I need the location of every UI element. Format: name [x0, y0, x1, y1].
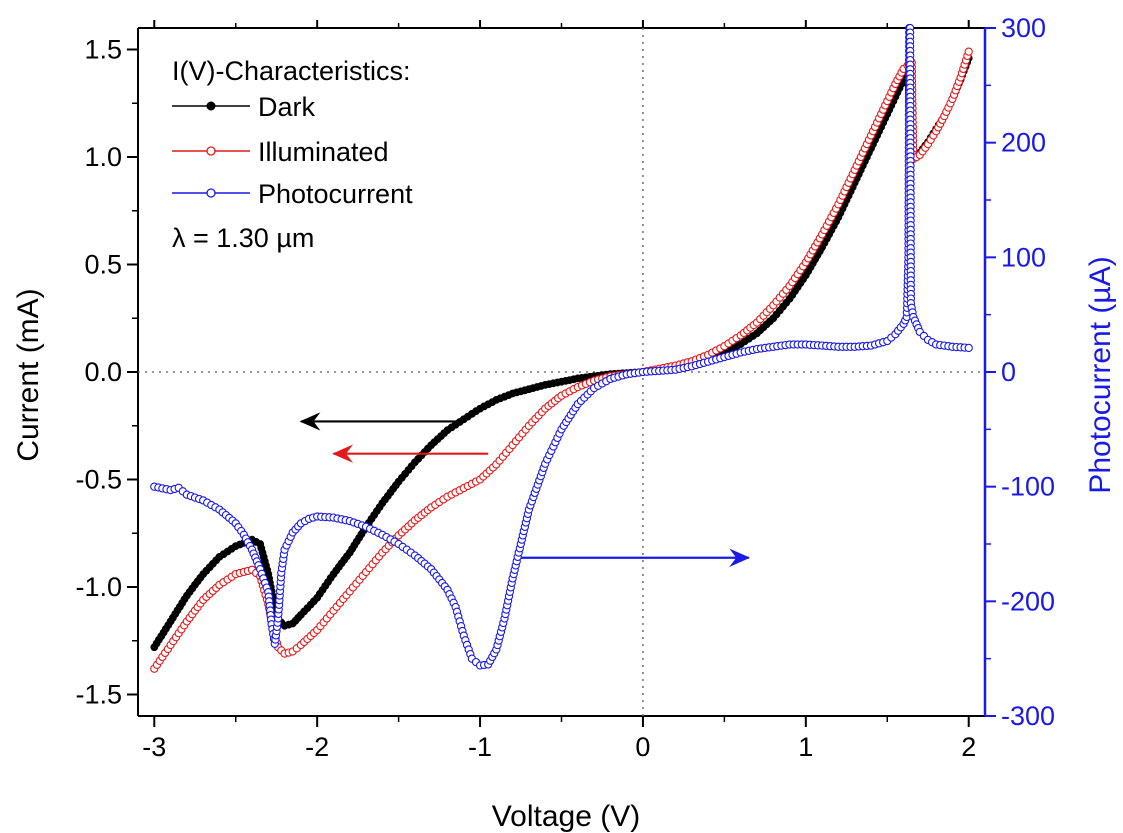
- y-axis-ticks: -1.5 -1.0 -0.5 0.0 0.5 1.0 1.5: [75, 35, 138, 710]
- y-tick-label: -0.5: [75, 465, 122, 495]
- x-tick-label: -2: [305, 732, 329, 762]
- x-tick-label: -1: [468, 732, 492, 762]
- y2-tick-label: -300: [1001, 701, 1055, 731]
- y-tick-label: 0.5: [84, 250, 122, 280]
- x-axis-title: Voltage (V): [492, 800, 640, 833]
- legend: I(V)-Characteristics: Dark Illuminated P…: [172, 56, 413, 253]
- y2-tick-label: -100: [1001, 472, 1055, 502]
- legend-entry-illuminated: Illuminated: [172, 137, 389, 167]
- legend-entry-dark: Dark: [172, 92, 316, 122]
- x-tick-label: 2: [961, 732, 976, 762]
- y-tick-label: 1.0: [84, 142, 122, 172]
- arrow-head-dark: [299, 412, 321, 431]
- y-tick-label: -1.5: [75, 680, 122, 710]
- reference-lines: [138, 28, 985, 716]
- y2-axis-title: Photocurrent (µA): [1084, 256, 1117, 493]
- series-layer: [150, 23, 973, 673]
- legend-entry-photocurrent: Photocurrent: [172, 179, 413, 209]
- y2-tick-label: -200: [1001, 586, 1055, 616]
- y-axis-title: Current (mA): [12, 288, 45, 461]
- y-tick-label: -1.0: [75, 572, 122, 602]
- data-point: [964, 343, 973, 353]
- y2-tick-label: 0: [1001, 357, 1016, 387]
- arrows-layer: [299, 412, 751, 567]
- legend-swatch-illuminated-marker: [206, 146, 216, 156]
- data-point: [964, 47, 973, 56]
- y-tick-label: 1.5: [84, 35, 122, 65]
- legend-label-dark: Dark: [258, 92, 316, 122]
- y2-tick-label: 200: [1001, 128, 1046, 158]
- x-tick-label: 0: [635, 732, 650, 762]
- arrow-head-photocurrent: [729, 548, 751, 567]
- arrow-head-illuminated: [332, 444, 354, 463]
- legend-label-illuminated: Illuminated: [258, 137, 389, 167]
- x-tick-label: -3: [142, 732, 166, 762]
- legend-swatch-dark-marker: [206, 101, 216, 111]
- x-axis-ticks: -3 -2 -1 0 1 2: [142, 20, 976, 762]
- y-tick-label: 0.0: [84, 357, 122, 387]
- y2-tick-label: 300: [1001, 13, 1046, 43]
- y2-tick-label: 100: [1001, 242, 1046, 272]
- x-tick-label: 1: [798, 732, 813, 762]
- series-photocurrent: [150, 23, 973, 670]
- legend-title: I(V)-Characteristics:: [172, 56, 411, 86]
- legend-label-photocurrent: Photocurrent: [258, 179, 413, 209]
- legend-swatch-photocurrent-marker: [206, 188, 216, 198]
- wavelength-note: λ = 1.30 µm: [172, 223, 314, 253]
- y2-axis-ticks: -300 -200 -100 0 100 200 300: [985, 13, 1055, 731]
